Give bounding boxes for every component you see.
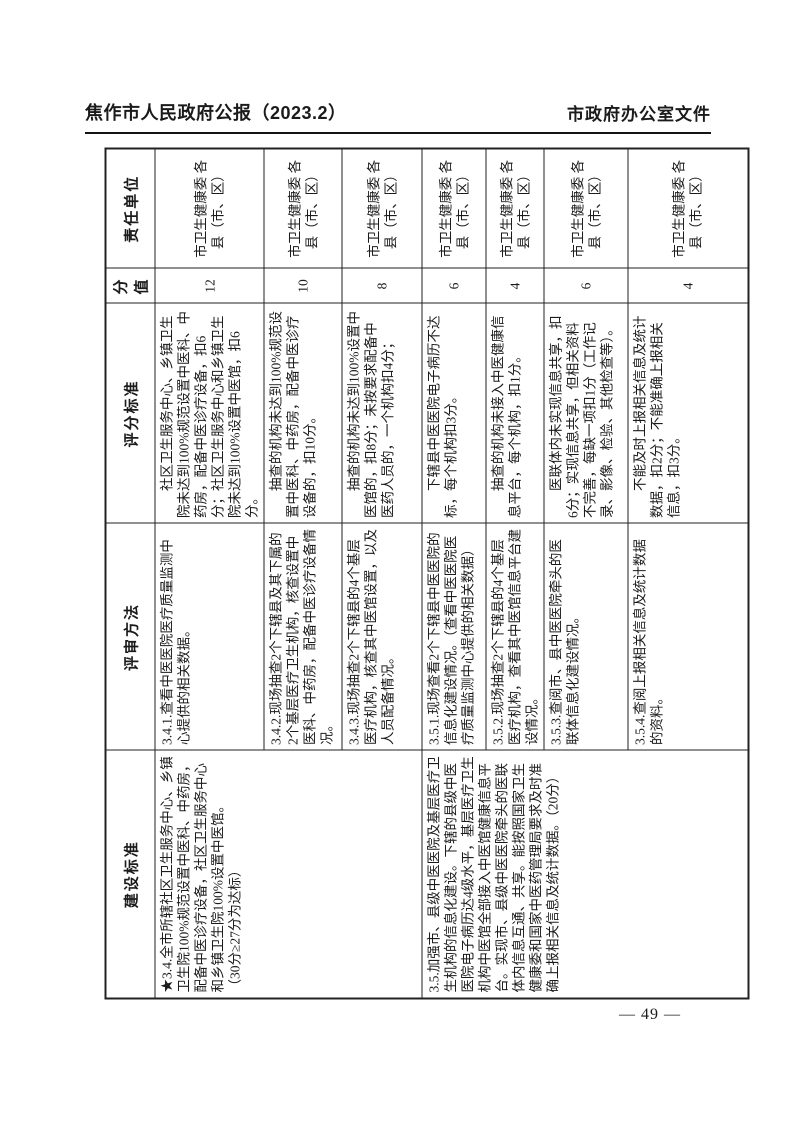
criteria-cell: 抽查的机构未达到100%规范设置中医科、中药房，配备中医诊疗设备的，扣10分。 [264,303,342,524]
score-cell: 4 [486,268,544,304]
unit-cell: 市卫生健康委 各县（市、区） [155,148,264,269]
unit-cell: 市卫生健康委 各县（市、区） [544,148,628,269]
criteria-cell: 下辖县中医医院电子病历不达标，每个机构扣3分。 [422,303,486,524]
rotated-evaluation-table: 建设标准 评审方法 评分标准 分值 责任单位 ★3.4.全市所辖社区卫生服务中心… [104,147,749,1000]
criteria-cell: 抽查的机构未接入中医健康信息平台，每个机构，扣1分。 [486,303,544,524]
criteria-cell: 不能及时上报相关信息及统计数据，扣2分；不能准确上报相关信息，扣3分。 [628,303,748,524]
unit-cell: 市卫生健康委 各县（市、区） [264,148,342,269]
doc-type-label: 市政府办公室文件 [567,105,711,124]
method-cell: 3.5.3.查阅市、县中医医院牵头的医联体信息化建设情况。 [544,523,628,751]
column-header-responsible-unit: 责任单位 [105,148,155,269]
method-cell: 3.4.1.查看中医医院医疗质量监测中心提供的相关数据。 [155,523,264,751]
criteria-cell: 医联体内未实现信息共享，扣6分；实现信息共享，但相关资料不完善，每缺一项扣1分（… [544,303,628,524]
column-header-scoring-criteria: 评分标准 [105,303,155,524]
unit-cell: 市卫生健康委 各县（市、区） [628,148,748,269]
construction-standard-cell: 3.5.加强市、县级中医医院及基层医疗卫生机构的信息化建设。下辖的县级中医医院电… [422,750,748,999]
score-cell: 8 [342,268,422,304]
unit-cell: 市卫生健康委 各县（市、区） [486,148,544,269]
table-row: 3.5.加强市、县级中医医院及基层医疗卫生机构的信息化建设。下辖的县级中医医院电… [422,148,748,999]
score-cell: 4 [628,268,748,304]
gazette-title: 焦作市人民政府公报（2023.2） [85,103,347,123]
method-cell: 3.4.2.现场抽查2个下辖县及其下属的2个基层医疗卫生机构，核查设置中医科、中… [264,523,342,751]
page-number: — 49 — [619,1006,681,1023]
doc-header: 焦作市人民政府公报（2023.2） 市政府办公室文件 [85,99,711,134]
unit-cell: 市卫生健康委 各县（市、区） [422,148,486,269]
construction-standard-cell: ★3.4.全市所辖社区卫生服务中心、乡镇卫生院100%规范设置中医科、中药房，配… [155,750,422,999]
score-cell: 6 [544,268,628,304]
column-header-review-method: 评审方法 [105,523,155,751]
evaluation-table: 建设标准 评审方法 评分标准 分值 责任单位 ★3.4.全市所辖社区卫生服务中心… [104,147,749,1000]
criteria-cell: 抽查的机构未达到100%设置中医馆的，扣8分；未按要求配备中医药人员的，一个机构… [342,303,422,524]
table-header-row: 建设标准 评审方法 评分标准 分值 责任单位 [105,148,155,999]
method-cell: 3.4.3.现场抽查2个下辖县的4个基层医疗机构，核查其中医馆设置，以及人员配备… [342,523,422,751]
score-cell: 12 [155,268,264,304]
criteria-cell: 社区卫生服务中心、乡镇卫生院未达到100%规范设置中医科、中药房，配备中医诊疗设… [155,303,264,524]
table-row: ★3.4.全市所辖社区卫生服务中心、乡镇卫生院100%规范设置中医科、中药房，配… [155,148,422,999]
method-cell: 3.5.4.查阅上报相关信息及统计数据的资料。 [628,523,748,751]
method-cell: 3.5.2.现场抽查2个下辖县的4个基层医疗机构，查看其中医馆信息平台建设情况。 [486,523,544,751]
score-cell: 10 [264,268,342,304]
unit-cell: 市卫生健康委 各县（市、区） [342,148,422,269]
column-header-score: 分值 [105,268,155,304]
score-cell: 6 [422,268,486,304]
method-cell: 3.5.1.现场查看2个下辖县中医医院的信息化建设情况。（查看中医医院医疗质量监… [422,523,486,751]
column-header-construction-standard: 建设标准 [105,750,155,999]
